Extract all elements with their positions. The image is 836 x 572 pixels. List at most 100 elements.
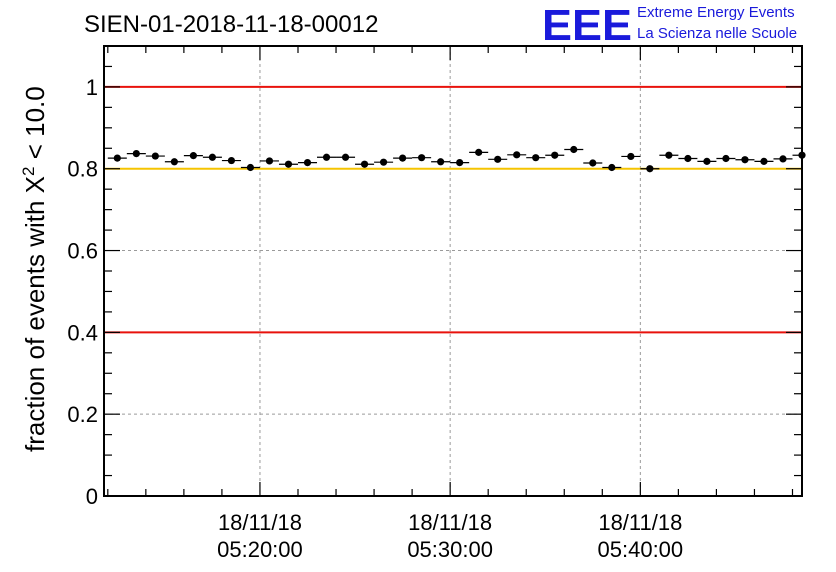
data-point (773, 155, 793, 163)
point-marker (113, 154, 121, 162)
data-point (526, 154, 546, 162)
x-tick-time: 05:30:00 (407, 537, 493, 562)
y-tick-label: 0.8 (67, 157, 98, 182)
data-points (107, 145, 806, 173)
point-marker (779, 155, 787, 163)
data-point (621, 152, 641, 161)
point-marker (703, 157, 711, 165)
chart-title: SIEN-01-2018-11-18-00012 (84, 11, 378, 38)
y-tick-label: 0.2 (67, 402, 98, 427)
data-point (507, 151, 527, 159)
point-marker (551, 151, 559, 159)
data-point (640, 165, 660, 173)
point-marker (208, 153, 217, 161)
data-point (697, 157, 717, 165)
point-marker (360, 160, 369, 168)
point-marker (760, 157, 768, 165)
data-point (583, 159, 603, 167)
data-point (126, 149, 146, 158)
point-marker (437, 158, 445, 166)
point-marker (494, 155, 502, 163)
point-marker (189, 152, 197, 160)
point-marker (322, 153, 331, 161)
y-tick-label: 0 (86, 484, 98, 509)
data-point (678, 154, 698, 163)
data-point (564, 145, 584, 154)
logo-line2: La Scienza nelle Scuole (637, 25, 797, 42)
x-tick-date: 18/11/18 (408, 510, 492, 535)
point-marker (265, 157, 274, 165)
point-marker (303, 158, 312, 167)
x-tick-time: 05:40:00 (598, 537, 684, 562)
point-marker (246, 163, 255, 172)
data-point (431, 158, 451, 166)
point-marker (456, 158, 464, 167)
point-marker (627, 152, 635, 161)
data-point (107, 154, 127, 162)
x-tick-time: 05:20:00 (217, 537, 303, 562)
y-tick-labels: 0 0.2 0.4 0.6 0.8 1 (67, 75, 98, 509)
y-axis-label-superscript: 2 (19, 167, 38, 176)
data-point (469, 148, 489, 156)
data-point (183, 152, 203, 160)
point-marker (398, 154, 407, 162)
data-point (164, 158, 184, 166)
y-axis-label-symbol: X (20, 176, 50, 193)
point-marker (722, 154, 730, 163)
point-marker (475, 148, 483, 156)
point-marker (532, 154, 540, 162)
point-marker (341, 153, 350, 161)
x-tick-date: 18/11/18 (218, 510, 302, 535)
x-tick-labels: 18/11/1805:20:0018/11/1805:30:0018/11/18… (217, 510, 683, 562)
point-marker (379, 158, 388, 166)
data-point (754, 157, 774, 165)
logo-line1: Extreme Energy Events (637, 4, 795, 21)
point-marker (151, 152, 159, 160)
point-marker (227, 156, 236, 165)
data-point (240, 163, 260, 172)
point-marker (570, 145, 578, 154)
data-point (659, 151, 679, 159)
data-point (735, 156, 755, 164)
plot-frame (103, 45, 803, 497)
grid-lines (104, 46, 802, 496)
y-axis-label: fraction of events with X2 < 10.0 (19, 86, 50, 452)
eee-logo: EEE Extreme Energy Events La Scienza nel… (542, 1, 797, 50)
point-marker (646, 165, 654, 173)
data-point (393, 154, 413, 162)
data-point (374, 158, 394, 166)
point-marker (132, 149, 140, 158)
data-point (202, 153, 222, 161)
point-marker (665, 151, 673, 159)
data-point (317, 153, 337, 161)
data-point (545, 151, 565, 159)
point-marker (170, 158, 178, 166)
point-marker (684, 154, 692, 163)
data-point (221, 156, 241, 165)
data-point (259, 157, 279, 165)
axes (103, 45, 803, 497)
eee-logo-mark: EEE (542, 1, 632, 50)
y-tick-label: 1 (86, 75, 98, 100)
data-point (792, 151, 806, 159)
data-point (602, 163, 622, 172)
y-axis-label-prefix: fraction of events with (20, 193, 50, 452)
y-tick-label: 0.6 (67, 239, 98, 264)
data-point (278, 160, 298, 168)
data-point (297, 158, 318, 167)
data-point (412, 154, 432, 162)
data-point (450, 158, 470, 167)
threshold-lines (104, 85, 802, 334)
data-point (145, 152, 165, 160)
point-marker (589, 159, 597, 167)
point-marker (741, 156, 749, 164)
data-point (355, 160, 375, 168)
point-marker (513, 151, 521, 159)
data-point (716, 154, 736, 163)
data-point (336, 153, 356, 161)
point-marker (608, 163, 616, 172)
x-tick-date: 18/11/18 (598, 510, 682, 535)
data-point (488, 155, 508, 163)
